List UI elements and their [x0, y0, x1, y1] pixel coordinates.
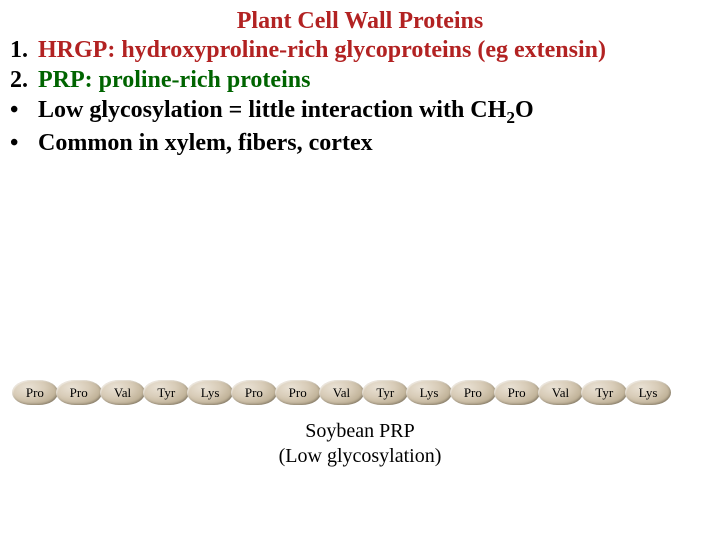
bullet-text: Low glycosylation = little interaction w… [38, 95, 710, 128]
caption-line-2: (Low glycosylation) [279, 445, 442, 467]
bullet-item-2: 2. PRP: proline-rich proteins [10, 65, 710, 95]
amino-acid-bead: Pro [450, 380, 496, 405]
bullet-text-part-a: Low glycosylation = little interaction w… [38, 97, 506, 123]
bullet-item-4: • Common in xylem, fibers, cortex [10, 128, 710, 158]
amino-acid-chain: ProProValTyrLysProProValTyrLysProProValT… [12, 380, 708, 405]
amino-acid-bead: Val [100, 380, 146, 405]
amino-acid-bead: Tyr [143, 380, 189, 405]
amino-acid-bead: Lys [406, 380, 452, 405]
caption-line-1: Soybean PRP [305, 420, 414, 442]
amino-acid-bead: Tyr [362, 380, 408, 405]
bullet-text: PRP: proline-rich proteins [38, 65, 710, 95]
subscript: 2 [506, 108, 515, 127]
bullet-marker: • [10, 128, 38, 158]
slide-title: Plant Cell Wall Proteins [0, 0, 720, 35]
amino-acid-bead: Pro [12, 380, 58, 405]
bullet-item-1: 1. HRGP: hydroxyproline-rich glycoprotei… [10, 35, 710, 65]
amino-acid-bead: Val [319, 380, 365, 405]
amino-acid-bead: Tyr [581, 380, 627, 405]
amino-acid-bead: Pro [275, 380, 321, 405]
amino-acid-bead: Lys [187, 380, 233, 405]
bullet-list: 1. HRGP: hydroxyproline-rich glycoprotei… [0, 35, 720, 158]
bullet-item-3: • Low glycosylation = little interaction… [10, 95, 710, 128]
bullet-text-part-b: O [515, 97, 534, 123]
bullet-marker: 2. [10, 65, 38, 95]
amino-acid-bead: Pro [231, 380, 277, 405]
chain-caption: Soybean PRP (Low glycosylation) [12, 419, 708, 469]
amino-acid-bead: Lys [625, 380, 671, 405]
chain-area: ProProValTyrLysProProValTyrLysProProValT… [12, 380, 708, 469]
amino-acid-bead: Val [538, 380, 584, 405]
bullet-text: Common in xylem, fibers, cortex [38, 128, 710, 158]
bullet-marker: • [10, 95, 38, 125]
bullet-text: HRGP: hydroxyproline-rich glycoproteins … [38, 35, 710, 65]
amino-acid-bead: Pro [56, 380, 102, 405]
bullet-marker: 1. [10, 35, 38, 65]
amino-acid-bead: Pro [494, 380, 540, 405]
